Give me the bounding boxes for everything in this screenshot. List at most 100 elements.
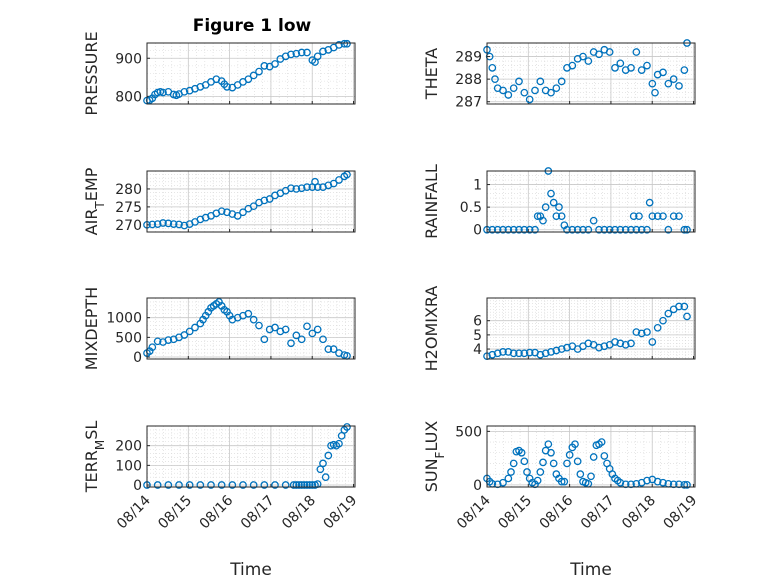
data-point (643, 225, 651, 234)
data-point (523, 468, 531, 476)
data-point (260, 335, 269, 344)
scatter-series (483, 167, 691, 234)
data-point (632, 328, 641, 336)
y-tick-label: 0.5 (460, 200, 482, 216)
data-point (669, 212, 678, 221)
data-point (295, 481, 303, 489)
data-point (611, 338, 619, 346)
axes-box (146, 425, 356, 488)
data-point (324, 451, 333, 460)
scatter-series (143, 170, 351, 230)
data-point (271, 481, 279, 489)
data-point (536, 77, 545, 86)
data-point (539, 458, 547, 467)
data-point (616, 59, 625, 68)
data-point (552, 84, 561, 93)
data-point (303, 481, 311, 489)
data-point (249, 315, 258, 324)
data-point (185, 327, 194, 336)
subplot-1: 800 900 PRESSURE (82, 31, 356, 116)
y-axis-label: TERRMSL (82, 421, 107, 494)
data-point (557, 212, 566, 221)
data-point (600, 225, 609, 234)
data-point (180, 87, 189, 96)
y-tick-label: 0 (473, 478, 482, 494)
data-point (651, 88, 659, 97)
x-tick-label: 08/18 (619, 493, 659, 533)
data-point (180, 331, 189, 339)
y-tick-label: 1000 (106, 311, 142, 327)
data-point (335, 439, 343, 448)
y-tick-label: 289 (455, 50, 482, 66)
x-tick-label: 08/19 (661, 493, 701, 533)
data-point (595, 225, 603, 234)
data-point (335, 41, 343, 49)
data-point (313, 52, 322, 61)
data-point (153, 481, 162, 489)
data-point (488, 225, 497, 234)
data-point (504, 474, 513, 483)
subplot-2: 287 288 289 THETA (422, 39, 696, 111)
data-point (153, 337, 162, 346)
data-point (292, 481, 301, 489)
y-tick-label: 6 (473, 314, 482, 330)
data-point (239, 208, 247, 217)
data-point (675, 480, 683, 489)
data-point (244, 75, 253, 84)
data-point (680, 481, 689, 489)
scatter-series (143, 423, 351, 489)
data-point (664, 225, 673, 234)
x-tick-label: 08/18 (279, 493, 319, 533)
data-point (148, 343, 157, 352)
data-point (217, 207, 226, 216)
data-point (669, 75, 678, 83)
data-point (675, 212, 683, 221)
data-point (509, 225, 518, 234)
data-point (271, 323, 279, 332)
axes-box (486, 425, 696, 488)
subplot-6: 456 H2OMIXRA (422, 286, 696, 371)
data-point (265, 195, 274, 203)
y-axis-label: THETA (422, 48, 441, 100)
data-point (228, 481, 237, 489)
data-point (175, 220, 183, 229)
data-point (191, 323, 199, 332)
data-point (169, 220, 178, 228)
data-point (525, 225, 534, 234)
x-tick-label: 08/15 (155, 493, 195, 533)
x-tick-label: 08/15 (495, 493, 535, 533)
data-point (563, 343, 571, 352)
data-point (509, 459, 518, 468)
data-point (648, 338, 657, 346)
data-point (653, 477, 662, 486)
data-point (536, 350, 545, 359)
y-tick-label: 287 (455, 95, 482, 111)
data-point (536, 468, 545, 476)
data-point (637, 225, 646, 234)
data-point (515, 225, 523, 234)
data-point (244, 309, 253, 318)
data-point (605, 48, 614, 56)
y-tick-label: 500 (115, 330, 142, 346)
data-point (547, 348, 555, 356)
data-point (637, 66, 646, 74)
data-point (313, 183, 322, 191)
data-point (648, 212, 657, 221)
scatter-series (483, 438, 691, 489)
data-point (552, 212, 561, 221)
data-point (643, 61, 651, 70)
data-point (319, 459, 327, 468)
data-point (645, 198, 654, 207)
data-point (281, 325, 290, 334)
data-point (635, 212, 643, 221)
data-point (148, 220, 157, 229)
data-point (653, 323, 662, 332)
data-point (329, 345, 338, 354)
y-tick-label: 900 (115, 51, 142, 67)
data-point (303, 48, 311, 57)
data-point (664, 79, 673, 88)
data-point (504, 91, 513, 99)
data-point (509, 84, 518, 93)
data-point (683, 225, 691, 234)
data-point (520, 225, 529, 234)
